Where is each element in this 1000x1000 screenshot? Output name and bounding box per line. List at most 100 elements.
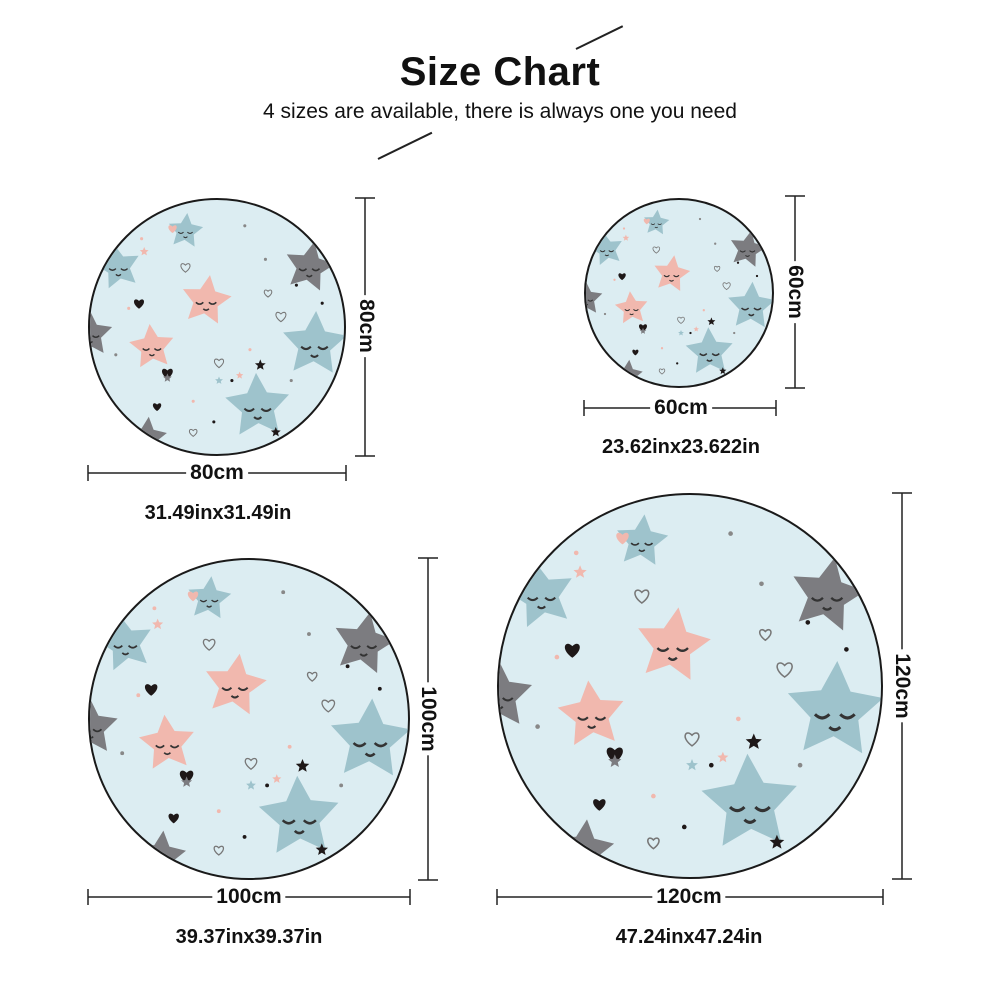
heart-icon <box>713 265 721 272</box>
smiling-star-icon <box>137 830 186 878</box>
dot-icon <box>736 261 740 264</box>
heart-icon <box>618 273 626 281</box>
dot-icon <box>287 744 292 749</box>
smiling-star-icon <box>283 311 344 373</box>
smiling-star-icon <box>335 612 396 673</box>
dot-icon <box>733 331 736 335</box>
page-title: Size Chart <box>399 50 601 94</box>
dot-icon <box>651 793 656 799</box>
dot-icon <box>114 353 118 357</box>
small-star-icon <box>717 751 729 763</box>
small-star-icon <box>215 376 223 384</box>
smiling-star-icon <box>644 209 670 235</box>
small-star-icon <box>678 330 684 336</box>
heart-icon <box>187 591 199 602</box>
dot-icon <box>242 834 247 839</box>
smiling-star-icon <box>286 241 335 291</box>
dot-icon <box>676 362 679 365</box>
dot-icon <box>377 686 382 691</box>
dot-icon <box>230 379 234 383</box>
width-label-120cm: 120cm <box>652 886 726 908</box>
dot-icon <box>708 762 714 768</box>
smiling-star-icon <box>96 615 151 671</box>
smiling-star-icon <box>731 230 767 267</box>
dot-icon <box>248 348 252 352</box>
dot-icon <box>844 647 849 652</box>
heart-icon <box>684 732 700 747</box>
small-star-icon <box>608 754 622 767</box>
small-star-icon <box>769 834 785 849</box>
dot-icon <box>603 312 607 316</box>
smiling-star-icon <box>206 653 267 715</box>
smiling-star-icon <box>499 661 532 724</box>
small-star-icon <box>719 367 727 375</box>
heart-icon <box>244 757 258 771</box>
height-label-60cm: 60cm <box>784 261 807 323</box>
heart-icon <box>321 699 336 713</box>
dot-icon <box>755 274 759 278</box>
smiling-star-icon <box>557 680 624 745</box>
dot-icon <box>698 217 702 221</box>
smiling-star-icon <box>129 324 174 368</box>
heart-icon <box>263 289 273 298</box>
dot-icon <box>345 664 350 669</box>
heart-icon <box>152 403 162 412</box>
decorative-line-top <box>575 25 624 50</box>
smiling-star-icon <box>787 661 881 754</box>
smiling-star-icon <box>685 327 733 373</box>
dot-icon <box>265 783 270 788</box>
small-star-icon <box>315 843 328 855</box>
dot-icon <box>759 581 764 587</box>
heart-icon <box>180 263 191 273</box>
inch-label-80cm: 31.49inx31.49in <box>144 502 292 524</box>
dot-icon <box>289 379 293 383</box>
inch-label-120cm: 47.24inx47.24in <box>615 926 763 948</box>
smiling-star-icon <box>225 372 289 435</box>
smiling-star-icon <box>90 310 113 353</box>
dot-icon <box>281 590 286 595</box>
dot-icon <box>136 693 141 698</box>
heart-icon <box>759 628 772 642</box>
heart-icon <box>168 813 179 824</box>
dot-icon <box>127 306 131 310</box>
dot-icon <box>714 242 717 245</box>
small-star-icon <box>236 371 244 379</box>
small-star-icon <box>139 247 149 256</box>
smiling-star-icon <box>168 213 204 247</box>
dot-icon <box>140 237 144 241</box>
smiling-star-icon <box>555 819 615 877</box>
width-label-60cm: 60cm <box>650 397 712 419</box>
smiling-star-icon <box>793 557 866 631</box>
rug-80cm <box>88 198 346 456</box>
width-label-100cm: 100cm <box>212 886 286 908</box>
inch-label-100cm: 39.37inx39.37in <box>175 926 323 948</box>
heart-icon <box>134 299 145 309</box>
heart-icon <box>168 225 177 234</box>
heart-icon <box>213 845 225 856</box>
heart-icon <box>188 428 198 438</box>
heart-icon <box>144 684 158 696</box>
smiling-star-icon <box>589 232 622 265</box>
height-label-80cm: 80cm <box>355 295 378 357</box>
dot-icon <box>622 227 626 230</box>
smiling-star-icon <box>127 416 167 454</box>
heart-icon <box>658 368 666 375</box>
smiling-star-icon <box>506 561 572 627</box>
dot-icon <box>535 724 540 729</box>
heart-icon <box>306 671 318 682</box>
smiling-star-icon <box>654 255 691 291</box>
rug-pattern <box>90 576 408 878</box>
small-star-icon <box>270 427 281 437</box>
small-star-icon <box>707 317 716 325</box>
dot-icon <box>613 278 616 281</box>
smiling-star-icon <box>90 698 118 751</box>
smiling-star-icon <box>139 714 194 769</box>
small-star-icon <box>686 759 698 771</box>
dot-icon <box>681 824 687 830</box>
page-subtitle: 4 sizes are available, there is always o… <box>263 100 737 123</box>
smiling-star-icon <box>586 281 603 313</box>
heart-icon <box>634 589 650 604</box>
dot-icon <box>120 751 125 756</box>
small-star-icon <box>622 234 630 241</box>
heart-icon <box>677 316 685 324</box>
